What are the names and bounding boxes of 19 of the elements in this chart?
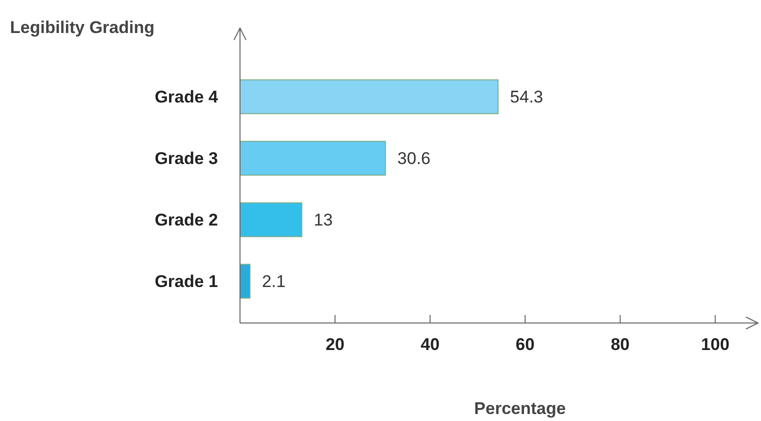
y-axis-title: Legibility Grading: [10, 18, 155, 37]
x-axis-title: Percentage: [474, 399, 566, 418]
y-tick-label: Grade 4: [154, 88, 219, 107]
data-label: 2.1: [262, 272, 286, 292]
bar: [240, 264, 250, 299]
x-tick-label: 100: [701, 335, 730, 354]
data-label: 13: [314, 210, 333, 230]
data-label: 54.3: [510, 88, 544, 107]
bar: [240, 140, 386, 176]
x-tick-label: 60: [516, 335, 535, 354]
x-tick-label: 40: [420, 335, 440, 354]
y-tick-label: Grade 1: [154, 272, 218, 292]
y-tick-label: Grade 3: [154, 149, 218, 168]
x-tick-label: 20: [326, 335, 345, 354]
data-label: 30.6: [397, 149, 431, 168]
x-tick-label: 80: [610, 335, 630, 354]
bar: [240, 202, 302, 238]
bar: [240, 79, 499, 114]
y-tick-label: Grade 2: [154, 210, 218, 230]
